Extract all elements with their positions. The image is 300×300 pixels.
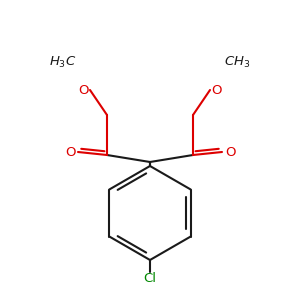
Text: O: O (225, 146, 235, 158)
Text: O: O (79, 83, 89, 97)
Text: O: O (211, 83, 221, 97)
Text: Cl: Cl (143, 272, 157, 284)
Text: $CH_3$: $CH_3$ (224, 54, 250, 70)
Text: O: O (65, 146, 75, 158)
Text: $H_3C$: $H_3C$ (49, 54, 76, 70)
